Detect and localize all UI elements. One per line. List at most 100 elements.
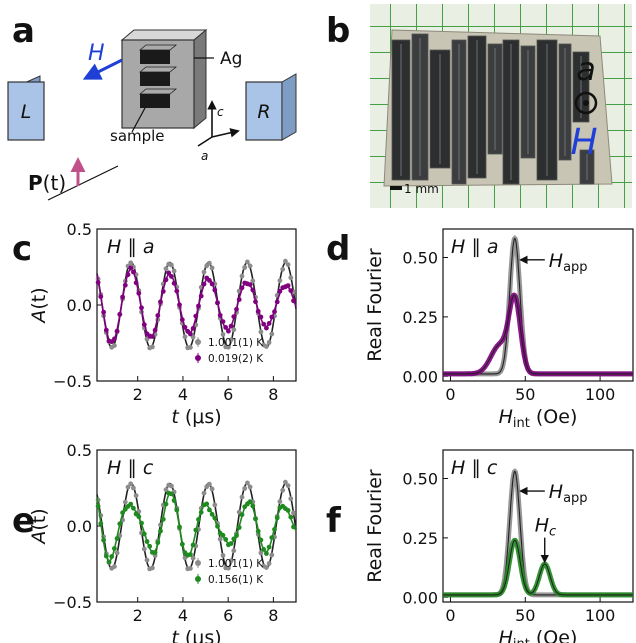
data-point bbox=[179, 541, 185, 547]
x-axis-label-sub: int bbox=[513, 637, 530, 643]
happ-label-symbol: H bbox=[549, 481, 563, 503]
data-point bbox=[139, 305, 144, 311]
data-point bbox=[234, 306, 239, 312]
data-point bbox=[188, 552, 193, 557]
field-orientation-separator: ∥ bbox=[465, 457, 487, 479]
spectrum-band bbox=[443, 234, 633, 377]
x-axis-label: t (μs) bbox=[171, 627, 221, 643]
x-tick-label: 100 bbox=[585, 606, 616, 625]
x-axis-label-unit: (μs) bbox=[185, 406, 222, 428]
data-point bbox=[171, 268, 177, 274]
data-point bbox=[217, 312, 223, 318]
x-tick-label: 6 bbox=[223, 606, 233, 625]
data-point bbox=[150, 565, 155, 571]
x-tick-label: 0 bbox=[445, 385, 455, 404]
x-tick-label: 2 bbox=[133, 606, 143, 625]
data-point bbox=[190, 542, 196, 548]
data-point bbox=[196, 303, 201, 309]
data-point bbox=[258, 329, 264, 335]
y-tick-label: 0.0 bbox=[67, 517, 92, 536]
data-point bbox=[160, 516, 166, 522]
silver-label: Ag bbox=[220, 49, 242, 69]
field-orientation-symbol: H bbox=[451, 457, 465, 479]
data-point bbox=[223, 325, 229, 330]
data-point bbox=[228, 558, 234, 564]
x-axis-label-sub: int bbox=[513, 416, 530, 431]
panel-label-a: a bbox=[12, 11, 35, 51]
panel-label-b: b bbox=[326, 11, 350, 51]
legend-entry: 0.019(2) K bbox=[208, 353, 264, 365]
photo-axis-label: a bbox=[576, 50, 596, 88]
data-point bbox=[215, 523, 220, 529]
data-point bbox=[277, 499, 283, 504]
data-point bbox=[141, 546, 147, 552]
data-point bbox=[139, 520, 144, 526]
y-axis-label-arg: (t) bbox=[28, 287, 50, 309]
data-point bbox=[136, 290, 142, 296]
legend-marker bbox=[195, 560, 201, 566]
data-point bbox=[169, 274, 174, 279]
x-axis-label: Hint (Oe) bbox=[499, 406, 578, 431]
photo-field-label: H bbox=[570, 122, 597, 163]
axis-a-label: a bbox=[201, 149, 208, 163]
data-point bbox=[250, 503, 256, 509]
y-tick-label: 0.5 bbox=[67, 441, 92, 460]
data-point bbox=[250, 287, 256, 293]
series-gray bbox=[95, 258, 297, 351]
data-point bbox=[163, 501, 169, 507]
data-point bbox=[272, 527, 277, 532]
data-point bbox=[280, 266, 286, 272]
data-point bbox=[117, 521, 123, 527]
data-point bbox=[209, 265, 215, 271]
legend-entry: 0.156(1) K bbox=[208, 574, 264, 586]
data-point bbox=[114, 536, 120, 541]
data-point bbox=[288, 514, 294, 520]
data-point bbox=[274, 515, 280, 521]
data-point bbox=[112, 336, 117, 342]
data-point bbox=[182, 324, 188, 330]
spectrum-green bbox=[443, 537, 633, 598]
data-point bbox=[269, 535, 275, 540]
x-tick-label: 50 bbox=[515, 385, 535, 404]
scale-bar-label: 1 mm bbox=[404, 182, 439, 196]
data-point bbox=[150, 334, 155, 339]
y-axis-label-symbol: A bbox=[28, 310, 50, 325]
data-point bbox=[253, 516, 258, 522]
data-point bbox=[231, 327, 237, 333]
data-point bbox=[155, 540, 161, 546]
data-point bbox=[133, 493, 139, 498]
data-point bbox=[188, 566, 193, 571]
data-point bbox=[101, 309, 106, 315]
spectrum-line bbox=[443, 294, 633, 375]
muon-beam-line bbox=[47, 165, 119, 201]
data-point bbox=[209, 281, 215, 287]
y-axis-label-arg: (t) bbox=[28, 508, 50, 530]
data-point bbox=[169, 491, 174, 497]
panel-label-c: c bbox=[12, 229, 32, 269]
data-point bbox=[247, 263, 253, 269]
data-point bbox=[163, 266, 169, 272]
data-point bbox=[112, 564, 117, 569]
data-point bbox=[114, 550, 120, 556]
x-axis-label-symbol: H bbox=[499, 406, 513, 428]
data-point bbox=[231, 314, 237, 319]
data-point bbox=[171, 498, 177, 503]
data-point bbox=[179, 317, 185, 323]
data-point bbox=[236, 525, 242, 530]
x-axis-label-symbol: t bbox=[171, 627, 185, 643]
data-point bbox=[264, 551, 269, 556]
left-detector-label: L bbox=[21, 101, 32, 123]
data-point bbox=[220, 319, 226, 324]
field-orientation-symbol: H bbox=[107, 236, 121, 258]
y-tick-label: 0.5 bbox=[67, 220, 92, 239]
data-point bbox=[288, 275, 294, 281]
left-detector: L bbox=[7, 75, 45, 141]
field-orientation-axis: a bbox=[487, 236, 499, 258]
data-point bbox=[228, 541, 234, 546]
data-point bbox=[212, 287, 218, 293]
data-point bbox=[112, 546, 117, 551]
series-green bbox=[95, 490, 297, 565]
data-point bbox=[188, 345, 193, 350]
